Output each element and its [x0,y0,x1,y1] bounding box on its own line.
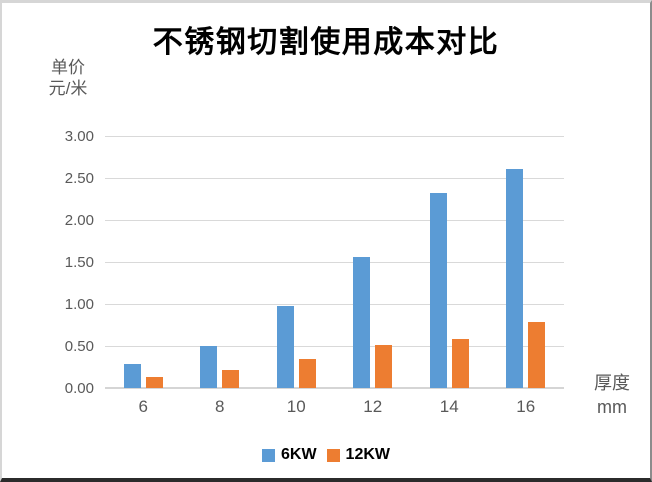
legend-label-12kw: 12KW [345,446,390,463]
x-tick-label: 16 [516,397,536,416]
y-tick-label: 1.50 [64,254,94,271]
y-tick-label: 2.50 [64,170,94,187]
bar-6kw [353,257,371,388]
bar-6kw [123,364,141,388]
chart-title: 不锈钢切割使用成本对比 [152,26,500,59]
bar-6kw [429,193,447,388]
y-axis-unit-label: 单价 元/米 [38,57,98,99]
x-axis-unit-line1: 厚度 [594,373,630,393]
bar-12kw [145,377,163,388]
y-tick-label: 3.00 [64,128,94,145]
legend-swatch-12kw-icon [326,448,340,462]
y-tick-label: 2.00 [64,212,94,229]
legend-swatch-6kw-icon [261,448,275,462]
x-tick-label: 6 [138,397,148,416]
gridline [105,262,564,263]
x-axis-unit-line2: mm [597,397,627,417]
plot-area [105,136,564,389]
legend-item-6kw: 6KW [261,446,317,464]
gridline [105,136,564,137]
bar-6kw [506,169,524,388]
x-axis-line [105,387,564,389]
gridline [105,346,564,347]
bar-6kw [200,346,218,388]
legend-label-6kw: 6KW [280,446,317,463]
legend-item-12kw: 12KW [326,446,390,464]
y-axis-unit-line1: 单价 [51,58,85,77]
bar-12kw [298,359,316,388]
legend: 6KW 12KW [2,446,650,464]
bar-6kw [276,306,294,388]
y-tick-label: 0.50 [64,338,94,355]
gridline [105,178,564,179]
x-tick-label: 8 [215,397,225,416]
x-tick-label: 14 [439,397,459,416]
x-tick-label: 10 [286,397,306,416]
x-axis-unit-label: 厚度 mm [582,371,642,419]
y-axis-unit-line2: 元/米 [48,79,88,98]
gridline [105,220,564,221]
gridline [105,304,564,305]
bar-12kw [222,370,240,388]
y-tick-label: 1.00 [64,296,94,313]
bar-12kw [375,345,393,388]
y-tick-label: 0.00 [64,380,94,397]
bar-12kw [451,339,469,388]
x-tick-label: 12 [363,397,383,416]
bar-12kw [528,322,546,388]
